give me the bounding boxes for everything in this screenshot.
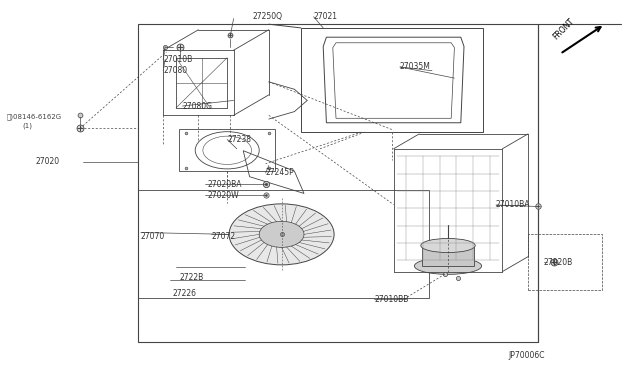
Bar: [528, 234, 602, 290]
Text: 27250Q: 27250Q: [253, 12, 283, 21]
Text: JP70006C: JP70006C: [509, 351, 545, 360]
Text: 27226: 27226: [173, 289, 197, 298]
Ellipse shape: [415, 257, 482, 275]
Circle shape: [259, 221, 304, 247]
Text: 27021: 27021: [314, 12, 338, 21]
Text: 27245P: 27245P: [266, 169, 294, 177]
Text: FRONT: FRONT: [552, 16, 577, 41]
Circle shape: [229, 204, 334, 265]
Text: 27080: 27080: [163, 66, 188, 75]
Bar: [179, 129, 275, 171]
Text: 27020B: 27020B: [544, 258, 573, 267]
Text: (1): (1): [22, 122, 33, 129]
Text: 2722B: 2722B: [179, 273, 204, 282]
Ellipse shape: [421, 238, 475, 253]
Text: 27010B: 27010B: [163, 55, 193, 64]
Text: 27080G: 27080G: [182, 102, 212, 110]
Bar: [301, 28, 483, 132]
Bar: [138, 190, 429, 298]
Text: 27010BB: 27010BB: [374, 295, 409, 304]
Text: 27035M: 27035M: [400, 62, 431, 71]
Text: 27070: 27070: [141, 232, 165, 241]
Text: 27020BA: 27020BA: [208, 180, 243, 189]
Text: 27020W: 27020W: [208, 191, 239, 200]
Text: Ⓐ)08146-6162G: Ⓐ)08146-6162G: [6, 114, 61, 121]
Text: 27238: 27238: [227, 135, 251, 144]
Text: 27020: 27020: [35, 157, 60, 166]
Bar: [138, 24, 538, 342]
Text: 27072: 27072: [211, 232, 236, 241]
Bar: [422, 246, 474, 266]
Text: 27010BA: 27010BA: [496, 200, 531, 209]
